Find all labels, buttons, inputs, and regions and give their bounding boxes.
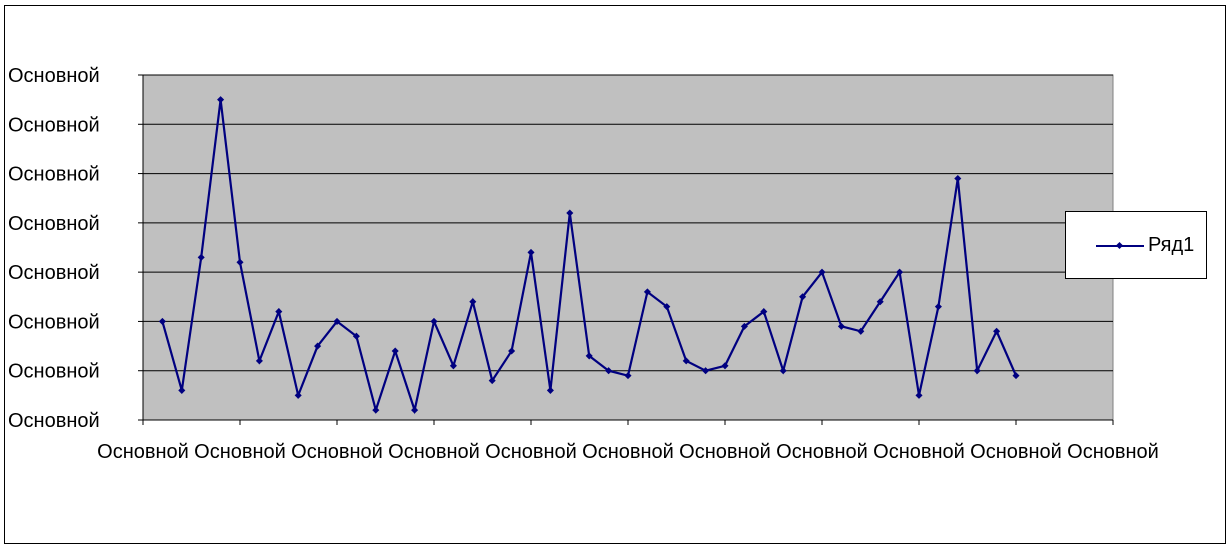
y-tick-label: Основной [8,65,100,87]
data-point [158,317,166,325]
x-tick-label: Основной [582,441,674,463]
data-point [605,367,613,375]
y-tick-label: Основной [8,114,100,136]
x-tick-label: Основной [679,441,771,463]
data-point [314,342,322,350]
x-tick-label: Основной [776,441,868,463]
data-point [217,96,225,104]
data-point [411,406,419,414]
legend: Ряд1 [1065,211,1207,279]
legend-marker [1115,241,1124,250]
x-tick-label: Основной [970,441,1062,463]
data-point [857,327,865,335]
data-point [527,248,535,256]
plot-area [142,74,1114,421]
y-tick-label: Основной [8,410,100,432]
data-point [973,367,981,375]
data-point [275,308,283,316]
data-point [488,377,496,385]
data-point [430,317,438,325]
data-point [740,322,748,330]
data-point [624,372,632,380]
data-point [546,386,554,394]
data-point [449,362,457,370]
data-point [954,174,962,183]
series-layer [158,96,1020,415]
data-point [876,298,884,306]
y-tick-label: Основной [8,164,100,186]
gridlines [138,74,1113,421]
data-point [682,357,690,365]
data-point [896,268,904,276]
data-point [391,347,399,355]
data-point [1012,372,1020,380]
data-point [566,209,574,217]
y-tick-label: Основной [8,262,100,284]
data-point [915,391,923,399]
data-point [236,258,244,266]
data-point [760,308,768,316]
y-tick-label: Основной [8,213,100,235]
data-point [779,367,787,375]
x-tick-label: Основной [97,441,189,463]
data-point [294,391,302,399]
data-point [372,406,380,414]
data-point [934,303,942,311]
data-point [663,303,671,311]
x-tick-label: Основной [485,441,577,463]
data-point [333,317,341,325]
data-point [178,386,186,394]
data-point [721,362,729,370]
x-tick-labels: Основной Основной Основной Основной Основной… [97,441,1159,463]
data-point [197,253,205,261]
data-point [469,298,477,306]
legend-series-label: Ряд1 [1148,234,1195,256]
data-point [837,322,845,330]
data-point [255,357,263,365]
y-tick-labels: Основной Основной Основной Основной Основной… [8,65,100,432]
data-point [585,352,593,360]
x-tick-label: Основной [388,441,480,463]
x-tick-label: Основной [1067,441,1159,463]
x-tick-label: Основной [291,441,383,463]
x-tick-label: Основной [873,441,965,463]
y-tick-label: Основной [8,311,100,333]
data-point [818,268,826,276]
axes [142,75,1114,425]
data-point [352,332,360,340]
data-point [702,367,710,375]
data-point [508,347,516,355]
x-tick-label: Основной [194,441,286,463]
data-point [993,327,1001,335]
y-tick-label: Основной [8,361,100,383]
data-point [799,293,807,301]
data-point [643,288,651,296]
